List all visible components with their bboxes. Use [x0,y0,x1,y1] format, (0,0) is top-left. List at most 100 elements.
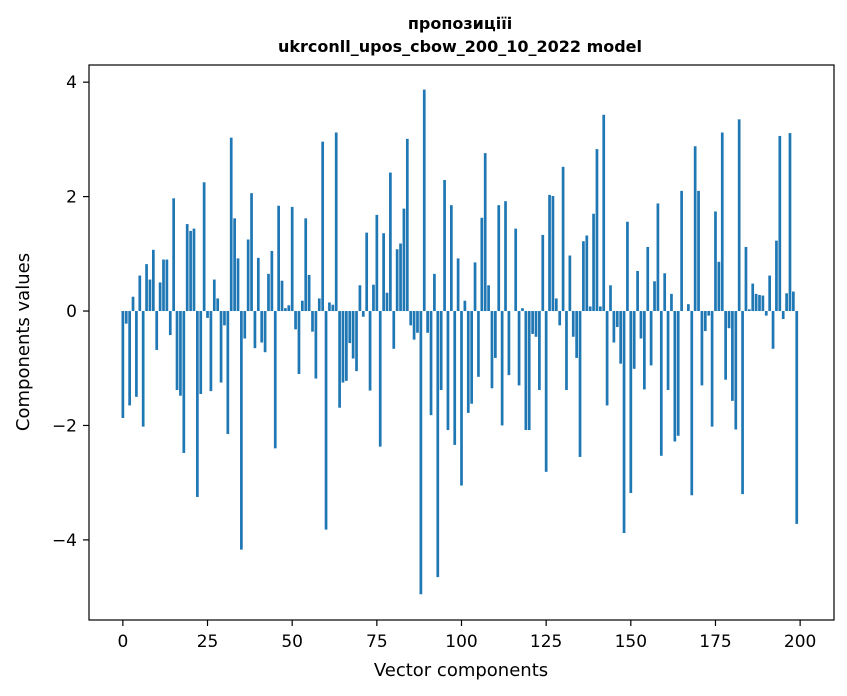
bar-component-22 [196,311,199,497]
bar-component-100 [460,311,463,486]
bar-component-77 [382,233,385,312]
bar-component-163 [673,311,677,442]
bar-component-154 [643,311,646,390]
bar-component-65 [341,311,345,383]
bar-component-67 [348,311,352,344]
bar-component-128 [554,298,558,312]
bar-component-167 [687,304,690,312]
x-tick-label: 150 [615,632,647,652]
x-axis-label: Vector components [374,660,548,681]
bar-component-121 [531,311,534,334]
bar-component-112 [500,311,504,426]
bar-component-183 [741,311,744,495]
bar-component-64 [338,311,341,408]
bar-component-146 [615,311,619,328]
bar-component-71 [361,311,365,317]
bar-component-178 [724,311,727,380]
bar-component-155 [646,246,650,312]
bar-component-95 [443,180,446,312]
bar-component-17 [179,311,182,396]
bar-component-53 [300,300,304,312]
bar-component-194 [778,135,782,312]
bar-component-98 [453,311,457,445]
bar-component-137 [585,235,589,312]
x-axis: 0 25 50 75 100 125 150 175 200 [117,620,816,652]
x-tick-label: 100 [445,632,477,652]
chart-title-line2: ukrconll_upos_cbow_200_10_2022 model [278,37,642,56]
bar-component-83 [402,208,406,312]
bar-component-179 [727,311,731,329]
y-axis: −4 −2 0 2 4 [52,73,89,551]
bar-component-184 [744,246,748,312]
bar-component-144 [609,285,612,312]
bar-component-117 [517,311,521,386]
bar-component-141 [598,306,602,312]
bar-component-51 [294,311,297,330]
bar-component-114 [507,311,511,376]
bar-component-40 [256,257,260,312]
bar-component-180 [731,311,734,401]
bar-component-80 [392,311,396,349]
bar-component-47 [280,280,284,312]
bar-component-193 [775,240,778,312]
y-axis-label: Components values [13,253,34,431]
bar-component-43 [267,273,270,312]
x-tick-label: 175 [699,632,731,652]
bar-component-69 [355,311,358,372]
bar-component-74 [372,284,375,312]
bar-component-135 [578,311,582,457]
bar-component-97 [449,205,453,312]
bar-component-199 [795,311,799,524]
bar-component-170 [697,190,700,312]
bar-component-11 [158,282,162,312]
bar-component-169 [693,146,697,312]
bar-component-127 [551,196,555,312]
bar-component-15 [172,198,176,312]
bar-component-61 [328,302,331,312]
bar-component-33 [233,218,236,312]
bar-component-23 [199,311,203,394]
bar-component-75 [375,214,379,312]
bar-component-8 [148,279,152,312]
bar-component-84 [405,138,409,312]
bar-component-39 [253,311,257,349]
bar-component-122 [534,311,538,337]
chart-title-line1: пропозиціїі [408,14,512,33]
bar-component-56 [311,311,314,332]
bar-component-24 [202,182,206,312]
bar-component-89 [422,89,426,312]
bar-component-93 [436,311,440,578]
bar-component-188 [758,295,761,312]
bar-component-78 [385,292,389,312]
bar-component-26 [209,311,213,392]
y-tick-label: −2 [52,416,77,436]
bar-component-158 [656,203,660,312]
bar-component-165 [680,190,683,312]
bar-component-48 [284,308,287,312]
bar-component-197 [788,133,792,312]
bar-component-32 [229,137,233,312]
bar-component-3 [131,296,135,312]
bar-component-116 [514,228,518,312]
bar-component-181 [734,311,738,430]
bar-component-79 [389,172,392,312]
bar-component-153 [639,311,643,339]
bar-component-171 [700,311,704,386]
bar-component-138 [588,306,592,312]
bar-component-142 [602,114,606,312]
bar-component-34 [236,258,240,312]
bar-component-2 [128,311,131,406]
x-tick-label: 200 [784,632,816,652]
bar-component-10 [155,311,159,350]
bar-component-13 [165,259,169,312]
bar-component-50 [290,206,294,312]
bar-component-107 [483,153,487,312]
bar-component-31 [226,311,230,435]
bar-component-189 [761,295,765,312]
bar-component-70 [358,285,362,312]
bar-component-102 [466,311,470,413]
bar-component-91 [429,311,433,416]
x-tick-label: 125 [530,632,562,652]
bar-component-14 [168,311,172,336]
y-tick-label: −4 [52,531,77,551]
